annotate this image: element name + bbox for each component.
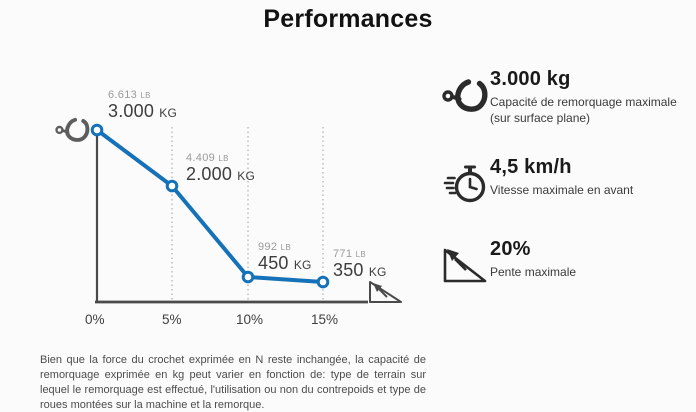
data-line [95,128,324,284]
chart-canvas [55,117,402,304]
page-title: Performances [263,5,433,33]
x-tick-0pct: 0% [85,312,105,327]
data-point-10pct [241,270,255,284]
point-label-10pct: 992 LB 450 KG [258,241,312,273]
point-label-5pct: 4.409 LB 2.000 KG [186,152,255,184]
x-tick-10pct: 10% [236,312,264,327]
slope-icon [443,248,487,283]
x-tick-5pct: 5% [162,312,182,327]
spec-value: 4,5 km/h [490,156,572,178]
point-label-0pct: 6.613 LB 3.000 KG [108,89,177,121]
data-point-5pct [165,179,179,193]
x-tick-15pct: 15% [311,312,339,327]
data-point-15pct [316,275,330,289]
spec-max-speed: 4,5 km/h Vitesse maximale en avant [440,156,690,203]
spec-value: 3.000 kg [490,68,571,90]
axis-slope-icon [369,281,402,303]
towing-capacity-chart: 6.613 LB 3.000 KG 4.409 LB 2.000 KG 992 … [55,89,402,327]
spec-max-slope: 20% Pente maximale [440,238,690,283]
tow-hook-icon [442,79,488,112]
disclaimer-text: Bien que la force du crochet exprimée en… [40,354,426,411]
data-point-0pct [90,123,104,137]
spec-value: 20% [490,238,531,260]
point-label-15pct: 771 LB 350 KG [333,248,387,280]
stopwatch-icon [443,165,486,203]
chart-hook-icon [55,117,90,142]
spec-towing-capacity: 3.000 kg Capacité de remorquage maximale… [440,68,690,126]
